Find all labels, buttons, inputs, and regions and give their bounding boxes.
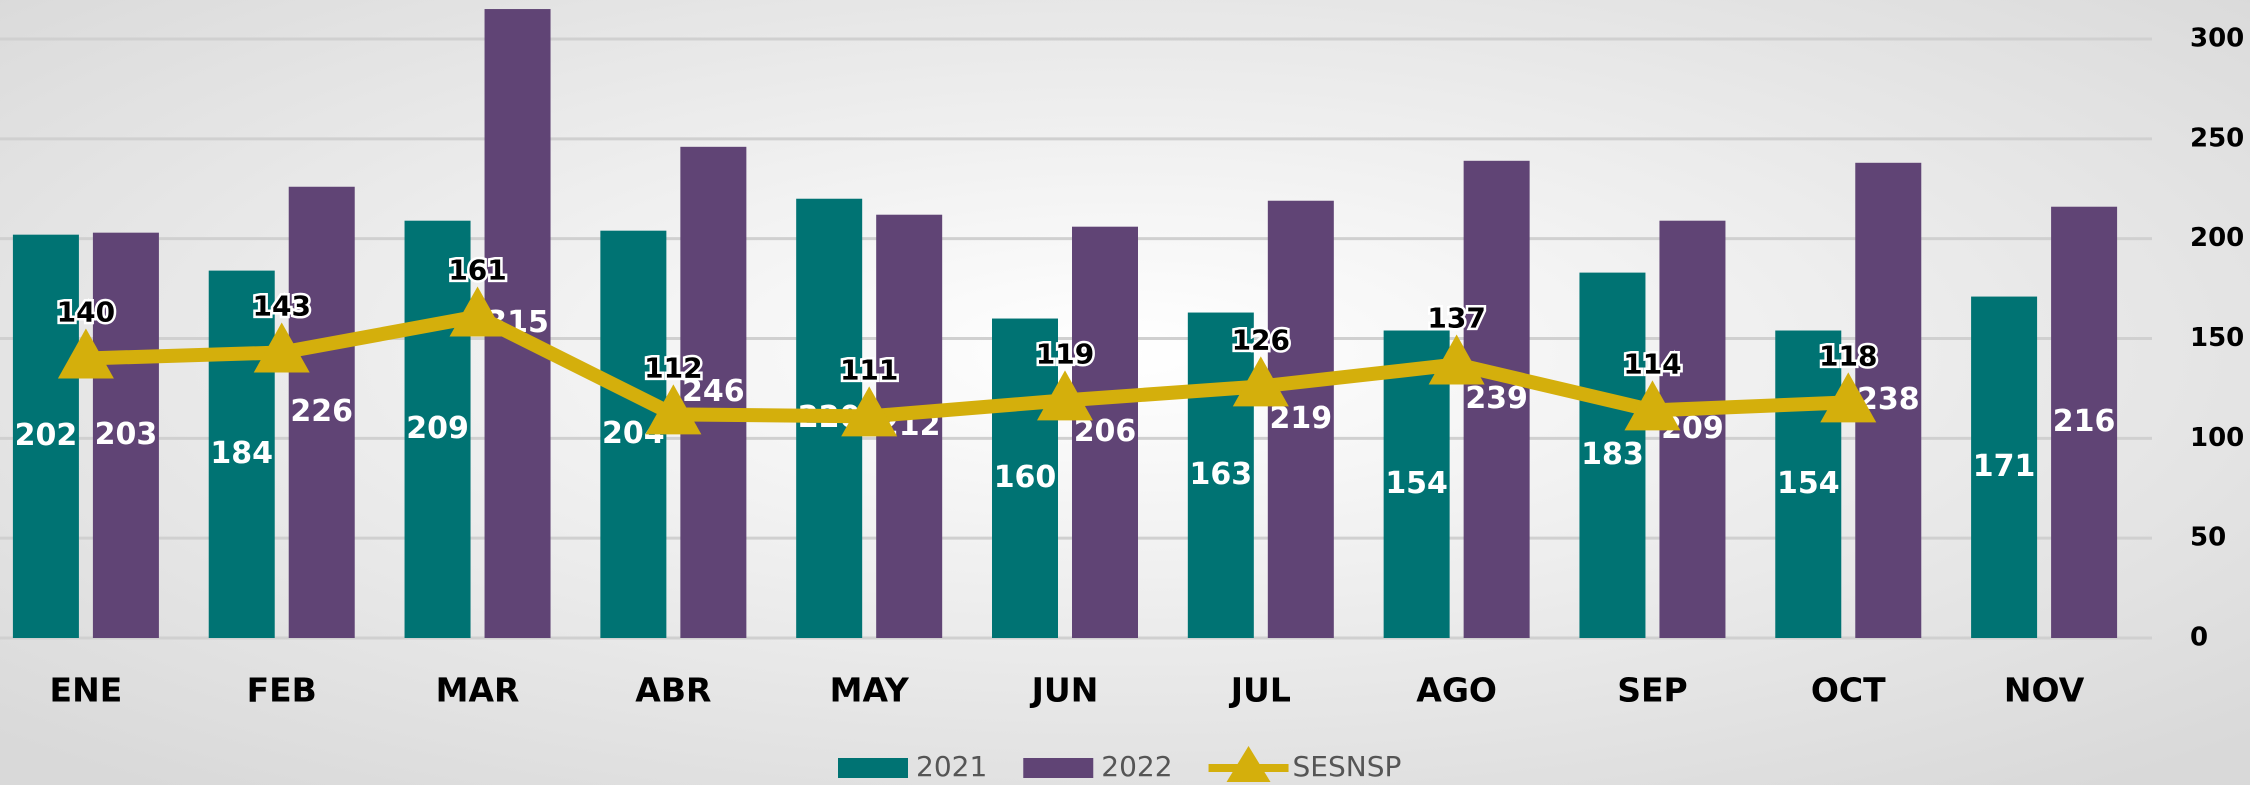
bar xyxy=(12,234,79,638)
marker xyxy=(449,286,506,337)
bar xyxy=(1855,162,1922,638)
y-tick-label: 100 xyxy=(2190,423,2244,453)
data-label: 119 xyxy=(1036,337,1094,370)
bar xyxy=(1187,312,1254,638)
legend-swatch xyxy=(1023,758,1094,778)
marker xyxy=(57,328,114,379)
data-label: 137 xyxy=(1427,301,1485,334)
data-label: 161 xyxy=(448,254,506,287)
y-tick-label: 250 xyxy=(2190,123,2244,153)
bar xyxy=(2051,206,2118,638)
x-tick-label: AGO xyxy=(1416,671,1497,710)
x-tick-label: NOV xyxy=(2004,671,2085,710)
data-label: 239 xyxy=(1465,381,1528,416)
marker xyxy=(645,384,702,435)
bar xyxy=(92,232,159,638)
data-label: 160 xyxy=(994,460,1057,495)
data-label: 154 xyxy=(1777,466,1840,501)
marker xyxy=(1037,370,1093,421)
data-label: 111 xyxy=(840,353,898,386)
legend-swatch xyxy=(838,758,908,778)
data-label: 203 xyxy=(95,417,158,452)
marker xyxy=(1820,372,1877,423)
bar xyxy=(1072,226,1138,639)
marker xyxy=(1428,334,1485,385)
y-tick-label: 150 xyxy=(2190,323,2244,353)
bar xyxy=(1579,272,1646,638)
data-label: 246 xyxy=(682,374,745,409)
y-tick-label: 300 xyxy=(2190,24,2244,54)
y-tick-label: 200 xyxy=(2190,223,2244,253)
data-label: 216 xyxy=(2053,404,2116,439)
data-label: 143 xyxy=(253,289,311,322)
x-tick-label: OCT xyxy=(1811,671,1886,710)
line xyxy=(85,309,1849,424)
bar xyxy=(288,186,355,638)
marker xyxy=(1624,380,1681,431)
bar xyxy=(1775,330,1842,638)
marker xyxy=(1232,356,1289,407)
bar xyxy=(1463,160,1530,638)
bar xyxy=(404,220,471,639)
bar xyxy=(1971,296,2038,638)
marker xyxy=(841,386,898,437)
legend-label: 2021 xyxy=(916,750,987,783)
legend-label: SESNSP xyxy=(1293,750,1402,783)
x-tick-label: FEB xyxy=(247,671,317,710)
data-label: 171 xyxy=(1973,449,2036,484)
marker xyxy=(253,322,310,373)
data-label: 183 xyxy=(1581,437,1644,472)
data-label: 118 xyxy=(1819,339,1877,372)
bar xyxy=(680,146,747,638)
data-label: 209 xyxy=(406,411,469,446)
data-label: 184 xyxy=(210,436,273,471)
x-tick-label: JUL xyxy=(1229,671,1291,710)
data-label: 163 xyxy=(1190,457,1253,492)
x-tick-label: ENE xyxy=(50,671,123,710)
legend-marker xyxy=(1226,746,1271,782)
x-tick-label: SEP xyxy=(1617,671,1688,710)
data-label: 140 xyxy=(57,295,115,328)
data-label: 126 xyxy=(1232,323,1290,356)
data-label: 202 xyxy=(15,418,78,453)
data-label: 226 xyxy=(290,394,353,429)
bar xyxy=(1267,200,1334,639)
data-label: 114 xyxy=(1623,347,1681,380)
x-tick-label: MAR xyxy=(436,671,520,710)
x-tick-label: ABR xyxy=(635,671,711,710)
legend-label: 2022 xyxy=(1101,750,1172,783)
y-tick-label: 50 xyxy=(2190,523,2226,553)
bar xyxy=(208,270,275,638)
data-label: 112 xyxy=(644,351,702,384)
y-tick-label: 0 xyxy=(2190,623,2208,653)
bar xyxy=(992,318,1058,638)
x-tick-label: JUN xyxy=(1030,671,1099,710)
x-tick-label: MAY xyxy=(830,671,910,710)
data-label: 219 xyxy=(1270,401,1333,436)
data-label: 154 xyxy=(1385,466,1448,501)
